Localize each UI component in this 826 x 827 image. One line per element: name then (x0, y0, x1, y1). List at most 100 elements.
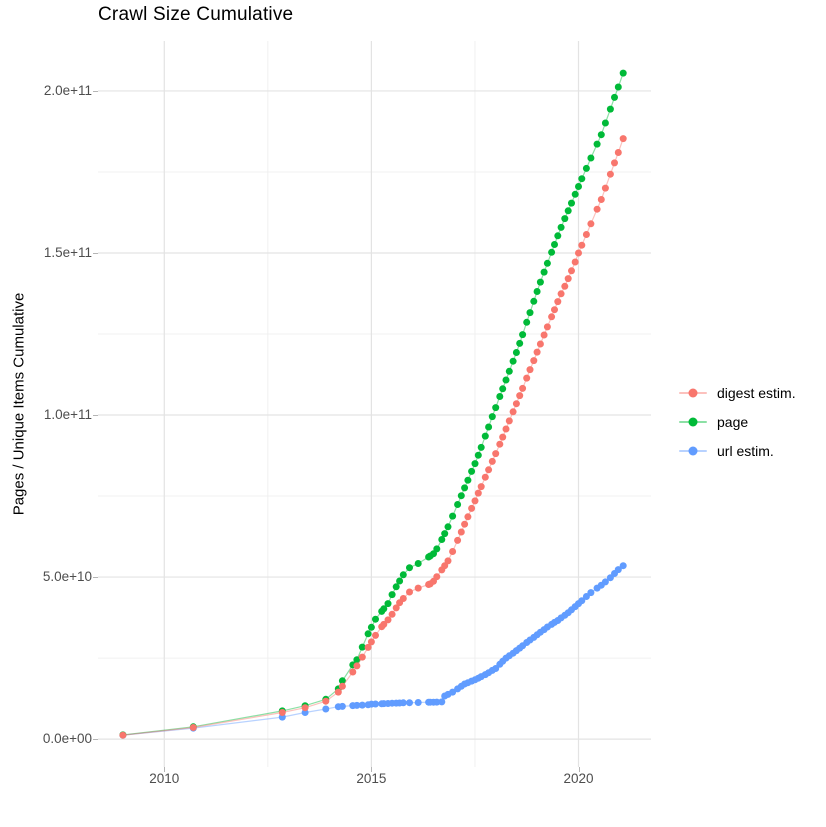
data-point-page (485, 423, 493, 431)
data-point-digest-estim (543, 323, 551, 331)
data-point-page (380, 605, 388, 613)
legend-item-digest-estim: digest estim. (678, 378, 796, 407)
data-point-digest-estim (461, 520, 469, 528)
x-tick-mark (164, 767, 166, 772)
data-point-digest-estim (338, 682, 346, 690)
data-point-page (548, 248, 556, 256)
data-point-digest-estim (119, 731, 127, 739)
data-point-page (471, 460, 479, 468)
x-tick-label: 2020 (563, 771, 594, 786)
data-point-url-estim (619, 562, 627, 570)
data-point-digest-estim (433, 573, 441, 581)
data-point-url-estim (358, 701, 366, 709)
data-point-digest-estim (551, 306, 558, 314)
plot-panel (98, 41, 651, 767)
data-point-page (414, 560, 422, 567)
data-point-digest-estim (364, 643, 372, 651)
data-point-digest-estim (536, 340, 544, 348)
data-point-url-estim (322, 705, 330, 713)
data-point-page (392, 583, 400, 591)
data-point-page (606, 105, 614, 113)
data-point-page (399, 571, 407, 579)
data-point-digest-estim (619, 135, 627, 143)
data-point-digest-estim (189, 724, 197, 731)
legend-key-dot (688, 446, 698, 455)
data-point-digest-estim (557, 290, 565, 298)
y-tick-mark (93, 253, 98, 254)
data-point-digest-estim (488, 457, 496, 465)
data-point-digest-estim (564, 275, 572, 283)
x-tick-mark (578, 767, 580, 772)
data-point-digest-estim (502, 425, 510, 433)
data-point-page (533, 288, 541, 295)
data-point-digest-estim (380, 620, 388, 628)
legend-key-dot (688, 417, 698, 426)
data-point-page (505, 367, 513, 375)
legend-key-icon (678, 414, 708, 430)
data-point-digest-estim (474, 489, 482, 497)
data-point-page (540, 268, 548, 276)
data-point-page (384, 600, 392, 608)
data-point-url-estim (449, 688, 457, 696)
data-point-page (461, 484, 469, 492)
data-point-digest-estim (496, 440, 504, 448)
series-page (119, 69, 627, 739)
legend-key-dot (688, 388, 698, 397)
data-point-page (464, 476, 472, 484)
data-point-digest-estim (322, 697, 330, 705)
gridlines-major (98, 41, 651, 767)
x-tick-mark (371, 767, 373, 772)
data-point-page (353, 656, 361, 664)
data-point-url-estim (338, 702, 346, 710)
y-tick-label: 1.5e+11 (43, 245, 92, 260)
data-point-page (571, 190, 579, 198)
data-point-page (564, 207, 572, 215)
y-tick-mark (93, 415, 98, 416)
data-point-page (488, 413, 496, 421)
data-point-page (568, 199, 575, 207)
data-point-page (481, 432, 489, 440)
data-point-url-estim (399, 699, 407, 707)
series-url-estim (119, 562, 627, 739)
data-point-page (406, 564, 413, 572)
data-point-digest-estim (449, 548, 457, 555)
legend-item-page: page (678, 407, 796, 436)
data-point-digest-estim (414, 584, 422, 592)
data-point-digest-estim (578, 241, 586, 249)
data-point-page (457, 492, 465, 500)
legend-label: url estim. (717, 442, 774, 459)
data-point-digest-estim (471, 497, 479, 505)
data-point-page (575, 183, 582, 190)
data-point-digest-estim (384, 616, 392, 624)
data-point-url-estim (301, 709, 309, 716)
data-point-page (519, 331, 527, 339)
data-point-page (536, 278, 544, 286)
data-point-page (530, 297, 538, 305)
data-point-page (611, 93, 618, 101)
data-point-digest-estim (519, 384, 527, 392)
data-point-digest-estim (575, 249, 582, 257)
data-point-page (388, 591, 396, 599)
data-point-digest-estim (614, 149, 622, 156)
data-point-url-estim (601, 578, 609, 586)
data-point-page (593, 140, 601, 148)
data-point-page (433, 545, 441, 553)
data-point-digest-estim (334, 688, 342, 696)
x-tick-label: 2010 (149, 771, 180, 786)
data-point-digest-estim (561, 282, 569, 290)
data-point-page (468, 467, 476, 475)
data-point-page (438, 536, 446, 543)
data-point-digest-estim (464, 513, 472, 521)
series-line-digest-estim (122, 138, 624, 736)
data-point-digest-estim (399, 595, 407, 602)
data-point-url-estim (372, 700, 379, 708)
data-point-page (396, 577, 404, 585)
data-point-digest-estim (533, 348, 541, 356)
data-point-page (512, 349, 520, 356)
data-point-page (444, 523, 452, 531)
x-tick-label: 2015 (356, 771, 387, 786)
data-point-page (492, 404, 500, 412)
chart-canvas (98, 41, 651, 767)
data-point-digest-estim (601, 184, 609, 192)
